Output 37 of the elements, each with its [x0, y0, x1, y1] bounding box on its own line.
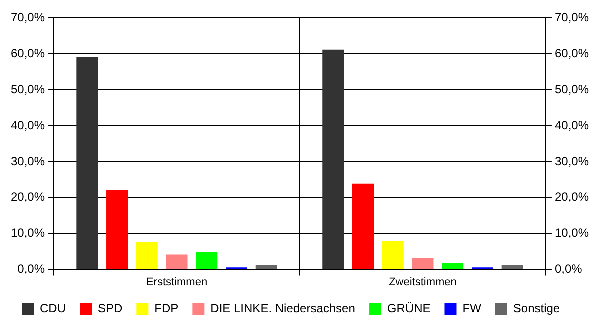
x-tick-label: Erststimmen	[146, 276, 208, 288]
bar	[106, 190, 128, 270]
bar	[322, 50, 344, 270]
y2-tick-label: 70,0%	[554, 10, 590, 25]
y2-tick-label: 0,0%	[554, 262, 583, 276]
bar	[352, 184, 374, 270]
y-tick-label: 30,0%	[10, 154, 46, 168]
y-tick-label: 50,0%	[10, 82, 46, 96]
legend-label: SPD	[98, 301, 124, 316]
y-tick-label: 40,0%	[10, 118, 46, 132]
legend-label: CDU	[40, 301, 66, 316]
legend-label: GRÜNE	[387, 301, 431, 316]
y-tick-label: 70,0%	[10, 10, 46, 25]
y-tick-label: 10,0%	[10, 226, 46, 240]
y2-tick-label: 20,0%	[554, 190, 590, 204]
bar	[76, 57, 98, 270]
x-tick-label: Zweitstimmen	[389, 276, 457, 288]
bar	[256, 265, 278, 270]
bar	[382, 241, 404, 270]
legend-label: Sonstige	[513, 301, 560, 316]
bar	[166, 254, 188, 270]
y2-tick-label: 40,0%	[554, 118, 590, 132]
y-tick-label: 0,0%	[18, 262, 46, 276]
legend-label: FW	[462, 301, 482, 316]
y-tick-label: 60,0%	[10, 46, 46, 60]
y2-tick-label: 60,0%	[554, 46, 590, 60]
bar	[136, 242, 158, 270]
y-tick-label: 20,0%	[10, 190, 46, 204]
y2-tick-label: 50,0%	[554, 82, 590, 96]
bar	[196, 252, 218, 270]
y2-tick-label: 10,0%	[554, 226, 590, 240]
legend-label: DIE LINKE. Niedersachsen	[210, 301, 356, 316]
bar	[412, 258, 434, 270]
bar	[502, 265, 524, 270]
bar	[442, 263, 464, 270]
legend-label: FDP	[154, 301, 179, 316]
y2-tick-label: 30,0%	[554, 154, 590, 168]
